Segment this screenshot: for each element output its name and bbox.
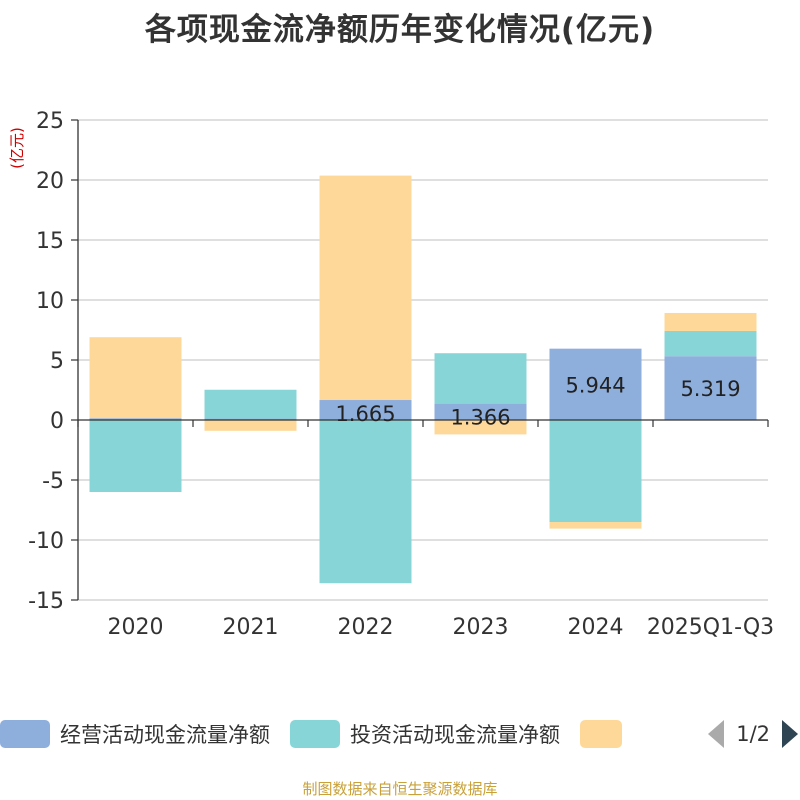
bar-operating-2023[interactable]	[434, 403, 527, 420]
chart-title: 各项现金流净额历年变化情况(亿元)	[144, 12, 656, 48]
y-axis-unit-label: (亿元)	[8, 127, 26, 169]
bar-investing-2021[interactable]	[204, 389, 297, 419]
bar-financing-2021[interactable]	[204, 420, 297, 431]
legend-label-investing: 投资活动现金流量净额	[350, 723, 560, 747]
data-source-note: 制图数据来自恒生聚源数据库	[302, 780, 498, 798]
data-label: 5.944	[565, 373, 625, 397]
bar-series-group	[89, 175, 757, 584]
y-tick-label: -10	[28, 529, 64, 554]
legend-swatch-operating	[0, 720, 50, 748]
y-tick-label: 5	[50, 349, 64, 374]
legend-swatch-financing	[580, 720, 622, 748]
legend-item-operating[interactable]: 经营活动现金流量净额	[0, 719, 270, 749]
bar-financing-2023[interactable]	[434, 420, 527, 435]
bar-operating-2022[interactable]	[319, 400, 412, 420]
grid-lines	[78, 119, 768, 601]
bar-investing-2025Q1-Q3[interactable]	[664, 330, 757, 357]
data-label: 1.366	[450, 406, 510, 430]
x-tick-label: 2024	[568, 615, 624, 640]
data-label: 5.319	[680, 377, 740, 401]
legend-swatch-investing	[290, 720, 340, 748]
bar-operating-2024[interactable]	[549, 348, 642, 420]
bar-operating-2020[interactable]	[89, 418, 182, 420]
legend-label-operating: 经营活动现金流量净额	[60, 723, 270, 747]
bar-financing-2024[interactable]	[549, 522, 642, 529]
data-labels: 1.665 1.366 5.944 5.319	[335, 373, 740, 429]
bar-financing-2022[interactable]	[319, 175, 412, 401]
y-tick-label: 0	[50, 409, 64, 434]
bar-investing-2023[interactable]	[434, 353, 527, 404]
legend-pager: 1/2	[708, 720, 800, 748]
y-tick-label: -15	[28, 589, 64, 614]
legend: 经营活动现金流量净额 投资活动现金流量净额 1/2	[0, 716, 800, 752]
y-tick-label: 10	[36, 289, 64, 314]
bar-investing-2020[interactable]	[89, 420, 182, 492]
legend-item-financing[interactable]	[580, 720, 632, 748]
axes: 25 20 15 10 5 0 -5 -10 -15 2020 2021 2022 2023 2024 20…	[28, 109, 774, 640]
legend-prev-page-icon[interactable]	[708, 720, 725, 748]
data-label: 1.665	[335, 402, 395, 426]
x-tick-label: 2020	[108, 615, 164, 640]
y-tick-label: -5	[42, 469, 64, 494]
bar-financing-2025Q1-Q3[interactable]	[664, 312, 757, 331]
y-tick-label: 15	[36, 229, 64, 254]
bar-operating-2021[interactable]	[204, 418, 297, 420]
bar-financing-2020[interactable]	[89, 337, 182, 419]
legend-item-investing[interactable]: 投资活动现金流量净额	[290, 719, 560, 749]
legend-next-page-icon[interactable]	[782, 720, 798, 748]
legend-page-indicator: 1/2	[736, 722, 770, 746]
x-tick-label: 2021	[223, 615, 279, 640]
x-tick-label: 2025Q1-Q3	[647, 615, 774, 640]
bar-investing-2024[interactable]	[549, 420, 642, 522]
x-tick-label: 2023	[453, 615, 509, 640]
bar-operating-2025Q1-Q3[interactable]	[664, 356, 757, 420]
bar-investing-2022[interactable]	[319, 420, 412, 584]
y-tick-label: 25	[36, 109, 64, 134]
x-tick-label: 2022	[338, 615, 394, 640]
y-tick-label: 20	[36, 169, 64, 194]
